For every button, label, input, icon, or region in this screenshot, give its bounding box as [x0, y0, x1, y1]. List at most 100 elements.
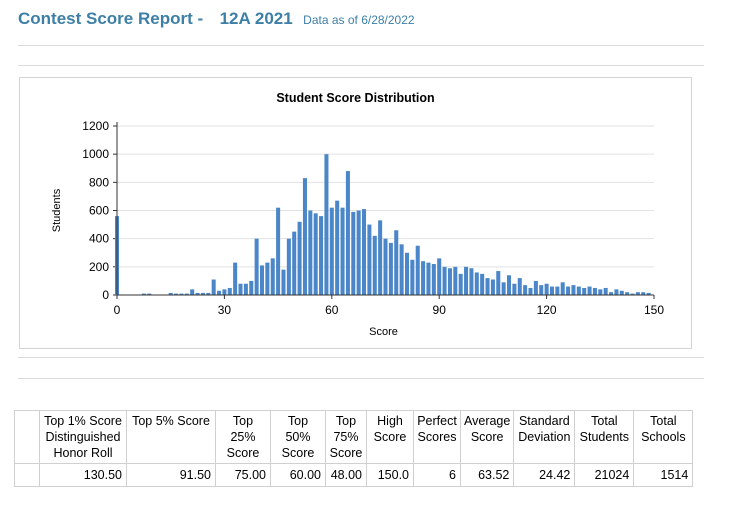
- histogram-bar: [297, 221, 302, 295]
- histogram-bar: [388, 242, 393, 295]
- histogram-bar: [399, 244, 404, 295]
- y-tick-label: 600: [89, 204, 109, 218]
- col-header-average: Average Score: [459, 410, 515, 464]
- histogram-bar: [646, 292, 651, 295]
- histogram-bar: [147, 293, 152, 295]
- histogram-bar: [560, 282, 565, 295]
- histogram-bar: [243, 283, 248, 295]
- histogram-bar: [372, 235, 377, 295]
- histogram-bar: [447, 268, 452, 295]
- histogram-bar: [270, 258, 275, 295]
- cell-total-students: 21024: [574, 463, 635, 487]
- histogram-bar: [566, 286, 571, 295]
- histogram-bar: [254, 238, 259, 295]
- report-title-row: Contest Score Report - 12A 2021 Data as …: [18, 9, 415, 29]
- y-tick-label: 400: [89, 232, 109, 246]
- histogram-bar: [528, 287, 533, 295]
- histogram-bar: [464, 266, 469, 295]
- histogram-bar: [614, 289, 619, 295]
- histogram-bar: [555, 286, 560, 295]
- histogram-bar: [356, 210, 361, 295]
- histogram-bar: [404, 252, 409, 295]
- histogram-bar: [490, 279, 495, 295]
- histogram-bar: [431, 264, 436, 295]
- cell-stddev: 24.42: [513, 463, 576, 487]
- x-tick-label: 150: [644, 303, 664, 317]
- histogram-bar: [458, 273, 463, 296]
- histogram-bar: [211, 279, 216, 295]
- histogram-bar: [592, 287, 597, 295]
- cell-top50: 60.00: [270, 463, 326, 487]
- col-header-total-students: Total Students: [574, 410, 635, 464]
- histogram-bar: [308, 210, 313, 295]
- histogram-bar: [302, 178, 307, 295]
- histogram-bar: [415, 245, 420, 295]
- histogram-bar: [141, 293, 146, 295]
- histogram-bar: [544, 283, 549, 295]
- histogram-bar: [227, 287, 232, 295]
- cell-perfect: 6: [413, 463, 461, 487]
- histogram-bar: [533, 280, 538, 295]
- y-tick-label: 0: [102, 288, 109, 302]
- histogram-bar: [587, 286, 592, 295]
- col-header-top5: Top 5% Score: [126, 410, 216, 464]
- histogram-bar: [630, 293, 635, 295]
- score-statistics-table: Top 1% Score Distinguished Honor Roll To…: [14, 410, 694, 487]
- histogram-bar: [206, 292, 211, 295]
- histogram-bar: [238, 283, 243, 295]
- y-axis-title: Students: [51, 188, 63, 232]
- col-header-top50: Top 50% Score: [270, 410, 326, 464]
- histogram-bar: [625, 292, 630, 295]
- histogram-bar: [442, 266, 447, 295]
- histogram-bar: [200, 292, 205, 295]
- histogram-bar: [571, 285, 576, 295]
- col-header-top75: Top 75% Score: [325, 410, 367, 464]
- histogram-bar: [281, 269, 286, 295]
- y-tick-label: 800: [89, 175, 109, 189]
- histogram-bar: [329, 207, 334, 295]
- histogram-bar: [345, 171, 350, 295]
- histogram-bar: [394, 230, 399, 295]
- cell-top5: 91.50: [126, 463, 216, 487]
- x-tick-label: 60: [325, 303, 339, 317]
- x-tick-label: 30: [218, 303, 232, 317]
- histogram-bar: [378, 220, 383, 295]
- col-header-perfect: Perfect Scores: [413, 410, 461, 464]
- histogram-bar: [598, 289, 603, 295]
- cell-top25: 75.00: [215, 463, 271, 487]
- histogram-bar: [641, 292, 646, 295]
- histogram-bar: [523, 285, 528, 295]
- histogram-bar: [174, 293, 179, 295]
- histogram-bar: [184, 293, 189, 295]
- histogram-bar: [507, 275, 512, 295]
- x-tick-label: 120: [537, 303, 557, 317]
- col-header-top1: Top 1% Score Distinguished Honor Roll: [39, 410, 127, 464]
- table-header-row: Top 1% Score Distinguished Honor Roll To…: [14, 410, 694, 464]
- y-tick-label: 200: [89, 260, 109, 274]
- x-tick-label: 0: [114, 303, 121, 317]
- cell-total-schools: 1514: [633, 463, 694, 487]
- histogram-bar: [233, 262, 238, 295]
- histogram-bar: [421, 261, 426, 295]
- histogram-bar: [190, 289, 195, 295]
- histogram-bar: [635, 292, 640, 295]
- histogram-bar: [609, 292, 614, 295]
- histogram-bar: [474, 272, 479, 295]
- blank-header-cell: [14, 410, 40, 464]
- x-axis-title: Score: [369, 326, 398, 338]
- histogram-bar: [259, 265, 265, 295]
- col-header-top25: Top 25% Score: [215, 410, 271, 464]
- histogram-bar: [313, 213, 318, 295]
- chart-title: Student Score Distribution: [276, 91, 434, 105]
- histogram-bar: [362, 209, 367, 295]
- chart-svg: 0 200 400 600 800 1000 1200 0 30 60 90 120 150 Studen…: [51, 91, 664, 338]
- y-tick-label: 1200: [82, 119, 109, 133]
- histogram-bar: [217, 290, 222, 295]
- histogram-bar: [292, 231, 297, 296]
- x-tick-label: 90: [433, 303, 447, 317]
- divider: [18, 378, 704, 379]
- histogram-bar: [517, 278, 522, 295]
- histogram-bar: [549, 286, 554, 295]
- histogram-bar: [501, 282, 506, 295]
- histogram-bar: [437, 258, 442, 295]
